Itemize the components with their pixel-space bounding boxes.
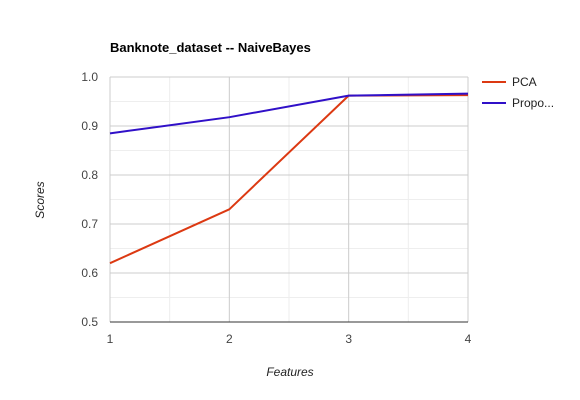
y-tick-label: 1.0: [81, 70, 98, 84]
y-tick-label: 0.6: [81, 266, 98, 280]
y-tick-label: 0.8: [81, 168, 98, 182]
x-tick-label: 2: [226, 332, 233, 346]
series-lines: [109, 92, 469, 265]
legend-label-1: Propo...: [512, 96, 554, 110]
legend: PCA Propo...: [482, 75, 554, 110]
grid: [109, 76, 469, 323]
x-tick-label: 4: [465, 332, 472, 346]
x-axis-title: Features: [266, 365, 313, 379]
legend-label-0: PCA: [512, 75, 537, 89]
chart-title: Banknote_dataset -- NaiveBayes: [110, 40, 311, 55]
y-axis-title: Scores: [33, 181, 47, 218]
x-tick-label: 3: [345, 332, 352, 346]
tick-labels: 0.5 0.6 0.7 0.8 0.9 1.0 1 2 3 4: [81, 70, 471, 346]
y-tick-label: 0.7: [81, 217, 98, 231]
y-tick-label: 0.5: [81, 315, 98, 329]
x-tick-label: 1: [107, 332, 114, 346]
y-tick-label: 0.9: [81, 119, 98, 133]
series-line-1: [109, 92, 469, 135]
